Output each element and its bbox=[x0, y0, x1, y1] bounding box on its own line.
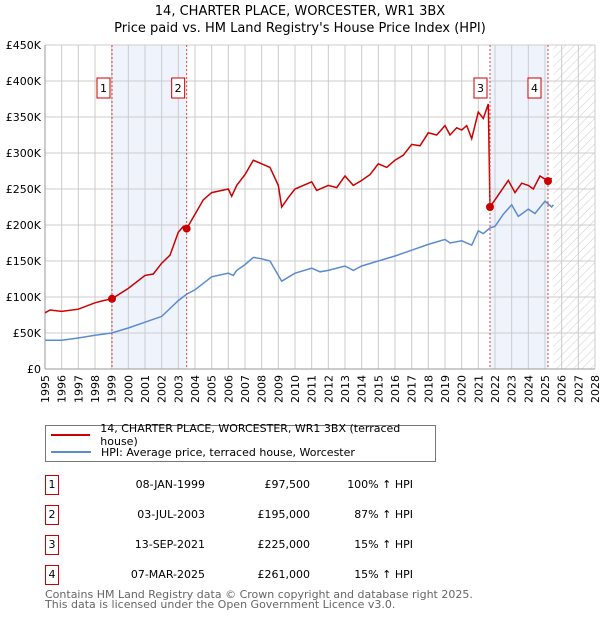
sale-label-box bbox=[96, 77, 111, 99]
transaction-badge: 3 bbox=[45, 535, 59, 555]
x-tick-label: 2015 bbox=[372, 375, 385, 403]
transaction-price: £225,000 bbox=[257, 538, 311, 551]
legend-swatch-property bbox=[51, 434, 91, 436]
transaction-badge: 2 bbox=[45, 505, 59, 525]
sale-label-box bbox=[527, 77, 542, 99]
x-tick-label: 2008 bbox=[256, 375, 269, 403]
transaction-hpi-change: 15% ↑ HPI bbox=[354, 538, 413, 551]
sale-label-box bbox=[473, 77, 488, 99]
x-tick-label: 1997 bbox=[72, 375, 85, 403]
legend-item-hpi: HPI: Average price, terraced house, Worc… bbox=[51, 444, 355, 460]
legend-item-property: 14, CHARTER PLACE, WORCESTER, WR1 3BX (t… bbox=[51, 422, 435, 448]
x-tick-label: 2013 bbox=[339, 375, 352, 403]
x-tick-label: 2006 bbox=[222, 375, 235, 403]
hpi-line bbox=[45, 200, 554, 341]
x-tick-label: 2022 bbox=[489, 375, 502, 403]
transaction-badge: 1 bbox=[45, 475, 59, 495]
x-tick-label: 1998 bbox=[89, 375, 102, 403]
transaction-badge: 4 bbox=[45, 565, 59, 585]
transaction-hpi-change: 100% ↑ HPI bbox=[347, 478, 413, 491]
x-tick-label: 2002 bbox=[156, 375, 169, 403]
x-tick-label: 2018 bbox=[422, 375, 435, 403]
sale-point bbox=[544, 177, 552, 186]
transaction-row: 4 07-MAR-2025 £261,000 15% ↑ HPI bbox=[45, 565, 445, 585]
x-tick-label: 2023 bbox=[506, 375, 519, 403]
legend-swatch-hpi bbox=[51, 451, 91, 453]
x-tick-label: 1995 bbox=[39, 375, 52, 403]
shaded-range bbox=[490, 45, 548, 369]
y-tick-label: £450K bbox=[6, 39, 42, 52]
x-tick-label: 2020 bbox=[456, 375, 469, 403]
transaction-date: 08-JAN-1999 bbox=[135, 478, 205, 491]
sale-label: 2 bbox=[175, 82, 182, 95]
chart-title: 14, CHARTER PLACE, WORCESTER, WR1 3BX bbox=[154, 4, 446, 19]
x-tick-label: 2026 bbox=[556, 375, 569, 403]
x-tick-label: 2009 bbox=[272, 375, 285, 403]
sale-point bbox=[182, 224, 191, 233]
x-tick-label: 2027 bbox=[572, 375, 585, 403]
y-tick-label: £0 bbox=[27, 363, 41, 376]
x-tick-label: 2011 bbox=[306, 375, 319, 403]
sale-label: 1 bbox=[100, 82, 107, 95]
footer-licence: This data is licensed under the Open Gov… bbox=[45, 598, 396, 611]
transaction-row: 3 13-SEP-2021 £225,000 15% ↑ HPI bbox=[45, 535, 445, 555]
x-tick-label: 2028 bbox=[589, 375, 600, 403]
x-tick-label: 2024 bbox=[522, 375, 535, 403]
chart-subtitle: Price paid vs. HM Land Registry's House … bbox=[114, 21, 486, 36]
x-tick-label: 2001 bbox=[139, 375, 152, 403]
transaction-hpi-change: 15% ↑ HPI bbox=[354, 568, 413, 581]
y-tick-label: £250K bbox=[6, 183, 42, 196]
x-tick-label: 2010 bbox=[289, 375, 302, 403]
y-tick-label: £300K bbox=[6, 147, 42, 160]
x-tick-label: 2007 bbox=[239, 375, 252, 403]
x-tick-label: 2021 bbox=[472, 375, 485, 403]
y-tick-label: £200K bbox=[6, 219, 42, 232]
sale-label-box bbox=[171, 77, 186, 99]
x-tick-label: 2000 bbox=[122, 375, 135, 403]
y-tick-label: £400K bbox=[6, 75, 42, 88]
y-tick-label: £350K bbox=[6, 111, 42, 124]
x-tick-label: 2014 bbox=[356, 375, 369, 403]
x-tick-label: 2005 bbox=[206, 375, 219, 403]
x-tick-label: 2019 bbox=[439, 375, 452, 403]
y-tick-label: £150K bbox=[6, 255, 42, 268]
x-tick-label: 2004 bbox=[189, 375, 202, 403]
y-tick-label: £100K bbox=[6, 291, 42, 304]
transaction-row: 2 03-JUL-2003 £195,000 87% ↑ HPI bbox=[45, 505, 445, 525]
x-tick-label: 1996 bbox=[56, 375, 69, 403]
transaction-date: 03-JUL-2003 bbox=[137, 508, 205, 521]
forecast-hatch bbox=[553, 45, 595, 369]
transaction-date: 07-MAR-2025 bbox=[130, 568, 205, 581]
footer: Contains HM Land Registry data © Crown c… bbox=[45, 588, 473, 611]
x-tick-label: 2012 bbox=[322, 375, 335, 403]
chart-legend: 14, CHARTER PLACE, WORCESTER, WR1 3BX (t… bbox=[45, 422, 436, 462]
price-chart: 1995 1996 1997 1998 1999 2000 2001 2002 2003 2004… bbox=[6, 39, 600, 403]
footer-copyright: Contains HM Land Registry data © Crown c… bbox=[45, 588, 473, 601]
legend-label-hpi: HPI: Average price, terraced house, Worc… bbox=[101, 445, 355, 459]
y-tick-label: £50K bbox=[13, 327, 42, 340]
transaction-row: 1 08-JAN-1999 £97,500 100% ↑ HPI bbox=[45, 475, 445, 495]
x-tick-label: 2016 bbox=[389, 375, 402, 403]
x-tick-label: 2003 bbox=[172, 375, 185, 403]
transaction-hpi-change: 87% ↑ HPI bbox=[354, 508, 413, 521]
x-tick-label: 2017 bbox=[406, 375, 419, 403]
sale-label: 3 bbox=[477, 82, 484, 95]
sale-point bbox=[486, 203, 494, 211]
legend-label-property: 14, CHARTER PLACE, WORCESTER, WR1 3BX (t… bbox=[100, 422, 401, 448]
x-tick-label: 2025 bbox=[539, 375, 552, 403]
transaction-price: £97,500 bbox=[264, 478, 311, 491]
transaction-price: £195,000 bbox=[257, 508, 311, 521]
transaction-price: £261,000 bbox=[257, 568, 311, 581]
x-tick-label: 1999 bbox=[106, 375, 119, 403]
sale-point bbox=[108, 294, 116, 303]
shaded-range bbox=[112, 45, 187, 369]
property-price-line bbox=[44, 103, 553, 314]
transaction-date: 13-SEP-2021 bbox=[134, 538, 205, 551]
sale-label: 4 bbox=[531, 82, 538, 95]
